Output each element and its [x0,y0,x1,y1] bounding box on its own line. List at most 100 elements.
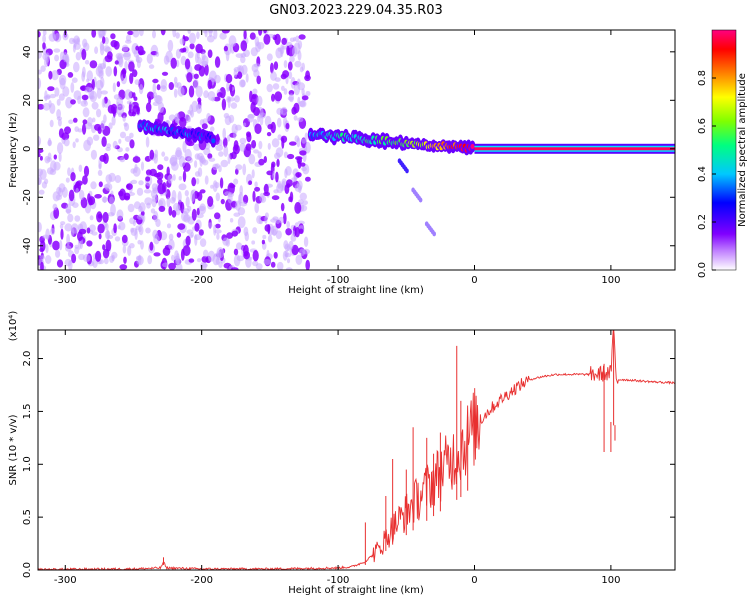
noise-blob-1-590 [266,83,273,93]
noise-blob-1-97 [168,233,174,241]
noise-blob-1-303 [213,30,218,40]
noise-blob-1-679 [153,173,161,178]
noise-blob-0-321 [103,184,111,189]
noise-blob-1-259 [195,178,200,185]
noise-blob-1-447 [214,182,220,189]
noise-blob-1-408 [207,222,213,229]
noise-blob-1-470 [172,30,177,38]
noise-blob-0-302 [59,223,64,229]
noise-blob-1-315 [166,166,170,177]
noise-blob-1-269 [249,32,256,40]
noise-blob-1-600 [158,200,164,206]
noise-blob-1-603 [243,244,249,257]
noise-blob-1-151 [281,37,288,46]
noise-blob-1-532 [280,185,284,192]
noise-blob-1-197 [289,55,295,63]
noise-blob-0-373 [116,105,124,116]
noise-blob-1-314 [248,180,253,185]
noise-blob-1-333 [298,185,302,194]
noise-blob-1-522 [294,202,302,214]
noise-blob-0-143 [110,33,116,40]
noise-blob-1-397 [152,30,156,39]
noise-blob-1-248 [299,66,304,73]
snr-x-tick-label: -300 [54,575,77,586]
noise-blob-1-611 [190,190,196,202]
noise-blob-1-395 [144,197,153,206]
noise-blob-1-560 [188,85,195,98]
noise-blob-1-1 [199,238,207,248]
noise-blob-1-613 [299,150,307,156]
noise-blob-0-352 [86,240,93,247]
noise-blob-0-172 [133,96,138,101]
noise-blob-0-47 [45,243,49,254]
spectrogram-x-tick-label: -200 [190,275,213,286]
noise-blob-1-211 [199,189,206,194]
noise-blob-1-496 [303,236,309,248]
noise-blob-1-564 [243,194,249,204]
noise-blob-0-193 [130,179,138,185]
noise-blob-1-76 [171,209,177,218]
noise-blob-0-19 [86,70,94,82]
noise-blob-1-641 [305,259,310,270]
noise-blob-0-62 [40,65,46,72]
noise-blob-1-442 [253,149,259,154]
noise-blob-0-146 [67,167,71,177]
noise-blob-0-254 [38,69,42,75]
noise-blob-0-335 [73,61,80,73]
noise-blob-1-499 [271,93,275,102]
noise-blob-1-220 [281,85,285,92]
noise-blob-1-156 [270,62,274,74]
noise-blob-1-190 [242,163,247,176]
noise-blob-1-403 [148,96,152,104]
noise-blob-1-594 [275,218,280,224]
noise-blob-1-555 [270,121,276,134]
noise-blob-0-374 [117,225,121,230]
noise-blob-0-290 [109,196,115,205]
noise-blob-1-608 [251,240,256,245]
noise-blob-1-146 [283,212,287,225]
noise-blob-1-535 [235,164,243,171]
spectrogram-x-tick-label: 100 [601,275,620,286]
noise-blob-1-621 [195,43,203,54]
noise-blob-1-22 [277,134,282,141]
noise-blob-1-219 [248,154,256,165]
noise-blob-0-421 [139,202,146,213]
spectrogram-signal-layer [137,119,675,237]
noise-blob-1-511 [208,157,216,162]
noise-blob-0-366 [119,156,126,163]
noise-blob-1-362 [197,191,203,201]
noise-blob-1-568 [168,82,174,90]
noise-blob-1-530 [267,142,271,150]
noise-blob-0-85 [91,101,99,110]
noise-blob-0-107 [124,60,128,71]
noise-blob-1-406 [215,223,221,229]
noise-blob-1-209 [168,206,173,216]
spectrogram-x-tick-label: -300 [54,275,77,286]
noise-blob-1-557 [194,234,202,241]
noise-blob-1-561 [252,88,258,95]
noise-blob-1-297 [287,61,293,71]
noise-blob-1-585 [157,164,164,171]
noise-blob-1-620 [186,229,194,235]
noise-blob-0-349 [125,39,132,44]
noise-blob-1-497 [298,34,306,40]
noise-blob-0-394 [79,189,85,201]
noise-blob-1-610 [152,82,157,94]
noise-blob-1-637 [199,155,203,167]
noise-blob-1-599 [293,36,297,42]
noise-blob-1-400 [207,196,214,207]
noise-blob-0-319 [66,233,70,246]
noise-blob-0-444 [55,249,61,258]
noise-blob-0-213 [118,190,124,197]
noise-blob-0-357 [65,96,73,109]
noise-blob-0-15 [93,134,100,141]
noise-blob-1-3 [283,151,288,159]
noise-blob-0-286 [62,86,70,97]
noise-blob-1-222 [214,74,221,84]
noise-blob-1-410 [262,234,267,240]
noise-blob-1-645 [263,34,271,45]
noise-blob-0-98 [75,51,82,61]
noise-blob-1-421 [285,122,290,130]
noise-blob-0-317 [38,222,42,233]
